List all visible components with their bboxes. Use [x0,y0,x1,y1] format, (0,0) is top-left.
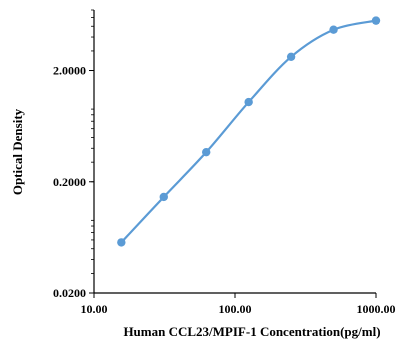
data-point [286,52,296,61]
data-point [371,16,381,25]
y-tick-label: 0.2000 [53,175,86,189]
x-tick-label: 100.00 [219,302,252,316]
y-axis-title: Optical Density [10,108,25,195]
x-axis-title: Human CCL23/MPIF-1 Concentration(pg/ml) [123,324,380,339]
data-point [202,147,211,157]
axes [93,10,376,294]
data-point [244,97,253,107]
data-point [117,238,126,247]
data-point [159,192,168,202]
data-point [329,25,338,34]
ticks [89,9,377,298]
series-line [120,19,377,244]
x-tick-label: 10.00 [81,302,108,316]
y-tick-label: 0.0200 [53,286,86,300]
y-tick-label: 2.0000 [53,64,86,78]
x-tick-label: 1000.00 [357,302,396,316]
tick-labels: 10.00 100.00 1000.00 0.0200 0.2000 2.0000 [53,64,396,316]
plot-area [117,16,381,247]
